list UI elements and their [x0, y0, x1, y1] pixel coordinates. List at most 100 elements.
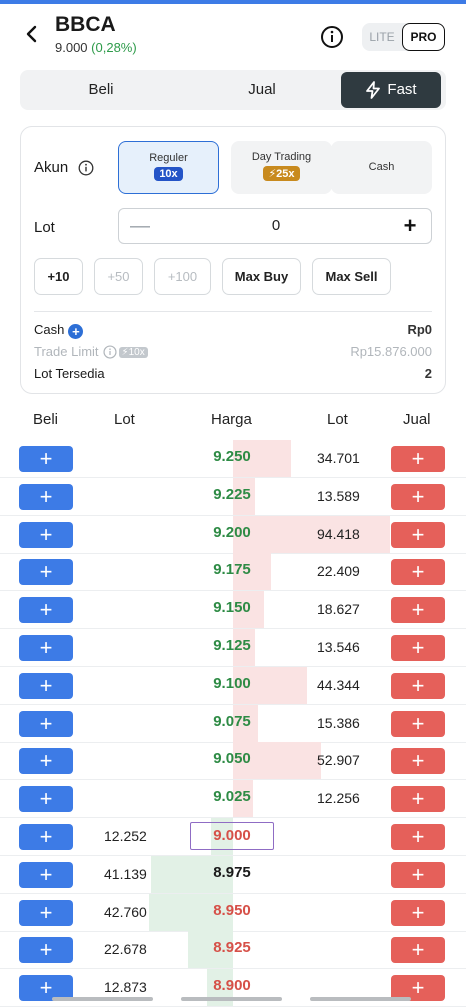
- ask-lot: 94.418: [317, 526, 360, 542]
- header-bid-lot: Lot: [114, 411, 135, 428]
- order-book-row: +9.025 12.256 +: [0, 780, 466, 818]
- row-buy-button[interactable]: +: [19, 673, 73, 699]
- lot-increment-button[interactable]: +: [403, 213, 417, 238]
- row-buy-button[interactable]: +: [19, 975, 73, 1001]
- row-sell-button[interactable]: +: [391, 597, 445, 623]
- row-sell-button[interactable]: +: [391, 975, 445, 1001]
- back-chevron-icon[interactable]: [20, 22, 44, 46]
- tab-jual[interactable]: Jual: [248, 81, 276, 98]
- bid-volume-bar: [151, 856, 233, 893]
- ask-volume-bar: [233, 553, 271, 590]
- trade-limit-info-icon[interactable]: [102, 345, 117, 359]
- row-buy-button[interactable]: +: [19, 522, 73, 548]
- price-cell[interactable]: 8.900: [213, 977, 251, 994]
- row-sell-button[interactable]: +: [391, 522, 445, 548]
- lot-available-label: Lot Tersedia: [34, 366, 105, 381]
- stock-header: BBCA 9.000 (0,28%) LITE PRO: [0, 4, 466, 62]
- row-sell-button[interactable]: +: [391, 673, 445, 699]
- order-book-row: +9.075 15.386 +: [0, 705, 466, 743]
- ask-volume-bar: [233, 440, 291, 477]
- trade-limit-badge: ⚡10x: [118, 347, 148, 358]
- row-sell-button[interactable]: +: [391, 937, 445, 963]
- ask-lot: 13.546: [317, 639, 360, 655]
- row-buy-button[interactable]: +: [19, 484, 73, 510]
- order-book-row: +9.050 52.907 +: [0, 742, 466, 780]
- price-cell[interactable]: 9.250: [213, 448, 251, 465]
- order-book-row: +9.125 13.546 +: [0, 629, 466, 667]
- price-cell[interactable]: 9.025: [213, 788, 251, 805]
- row-sell-button[interactable]: +: [391, 711, 445, 737]
- lightning-icon: [366, 81, 381, 99]
- order-book-row: +9.250 34.701 +: [0, 440, 466, 478]
- price-cell[interactable]: 9.125: [213, 637, 251, 654]
- price-cell[interactable]: 8.975: [213, 864, 251, 881]
- max-buy-button[interactable]: Max Buy: [222, 258, 301, 295]
- ask-lot: 15.386: [317, 715, 360, 731]
- row-buy-button[interactable]: +: [19, 937, 73, 963]
- summary-cash-row: Cash + Rp0: [34, 322, 432, 340]
- price-cell[interactable]: 9.050: [213, 750, 251, 767]
- info-icon[interactable]: [320, 25, 344, 49]
- row-sell-button[interactable]: +: [391, 446, 445, 472]
- row-buy-button[interactable]: +: [19, 711, 73, 737]
- price-cell[interactable]: 9.100: [213, 675, 251, 692]
- account-option-reguler[interactable]: Reguler 10x: [118, 141, 219, 194]
- quick-add-10-button[interactable]: +10: [34, 258, 83, 295]
- mode-lite-option[interactable]: LITE: [369, 30, 395, 44]
- quick-add-100-button[interactable]: +100: [154, 258, 211, 295]
- lot-decrement-button[interactable]: —: [130, 215, 150, 237]
- header-ask-lot: Lot: [327, 411, 348, 428]
- cash-label: Cash: [34, 322, 65, 337]
- row-sell-button[interactable]: +: [391, 484, 445, 510]
- ask-lot: 44.344: [317, 677, 360, 693]
- row-buy-button[interactable]: +: [19, 748, 73, 774]
- row-sell-button[interactable]: +: [391, 559, 445, 585]
- row-buy-button[interactable]: +: [19, 862, 73, 888]
- lot-input[interactable]: 0: [271, 217, 281, 234]
- row-buy-button[interactable]: +: [19, 446, 73, 472]
- akun-info-icon[interactable]: [78, 160, 94, 176]
- account-option-cash[interactable]: Cash: [331, 141, 432, 194]
- row-sell-button[interactable]: +: [391, 786, 445, 812]
- summary-trade-limit-row: Trade Limit ⚡10x Rp15.876.000: [34, 344, 432, 362]
- leverage-badge: 10x: [154, 167, 183, 181]
- price-cell[interactable]: 9.225: [213, 486, 251, 503]
- row-sell-button[interactable]: +: [391, 824, 445, 850]
- row-buy-button[interactable]: +: [19, 635, 73, 661]
- row-sell-button[interactable]: +: [391, 635, 445, 661]
- row-sell-button[interactable]: +: [391, 748, 445, 774]
- order-book-row: +9.225 13.589 +: [0, 478, 466, 516]
- row-sell-button[interactable]: +: [391, 862, 445, 888]
- status-accent-bar: [0, 0, 466, 4]
- price-cell[interactable]: 8.950: [213, 902, 251, 919]
- row-buy-button[interactable]: +: [19, 900, 73, 926]
- price-cell[interactable]: 8.925: [213, 939, 251, 956]
- row-buy-button[interactable]: +: [19, 559, 73, 585]
- tab-beli[interactable]: Beli: [88, 81, 114, 98]
- max-sell-button[interactable]: Max Sell: [312, 258, 391, 295]
- price-cell[interactable]: 9.200: [213, 524, 251, 541]
- add-cash-icon[interactable]: +: [68, 324, 84, 339]
- quick-add-50-button[interactable]: +50: [94, 258, 143, 295]
- ask-volume-bar: [233, 629, 255, 666]
- price-cell[interactable]: 9.150: [213, 599, 251, 616]
- order-book-row: +9.175 22.409 +: [0, 553, 466, 591]
- row-sell-button[interactable]: +: [391, 900, 445, 926]
- order-book-header: Beli Lot Harga Lot Jual: [0, 411, 466, 433]
- row-buy-button[interactable]: +: [19, 597, 73, 623]
- account-option-day-trading[interactable]: Day Trading ⚡25x: [231, 141, 332, 194]
- ask-lot: 12.256: [317, 790, 360, 806]
- mode-pro-option[interactable]: PRO: [402, 23, 445, 51]
- header-jual: Jual: [403, 411, 431, 428]
- tab-fast[interactable]: Fast: [341, 72, 441, 108]
- current-price-cell[interactable]: 9.000: [190, 822, 274, 850]
- stock-ticker: BBCA: [55, 13, 116, 36]
- row-buy-button[interactable]: +: [19, 786, 73, 812]
- order-book-row: +9.150 18.627 +: [0, 591, 466, 629]
- price-cell[interactable]: 9.175: [213, 561, 251, 578]
- header-beli: Beli: [33, 411, 59, 428]
- row-buy-button[interactable]: +: [19, 824, 73, 850]
- price-cell[interactable]: 9.075: [213, 713, 251, 730]
- mode-toggle[interactable]: LITE PRO: [362, 23, 445, 51]
- summary-lot-available-row: Lot Tersedia 2: [34, 366, 432, 384]
